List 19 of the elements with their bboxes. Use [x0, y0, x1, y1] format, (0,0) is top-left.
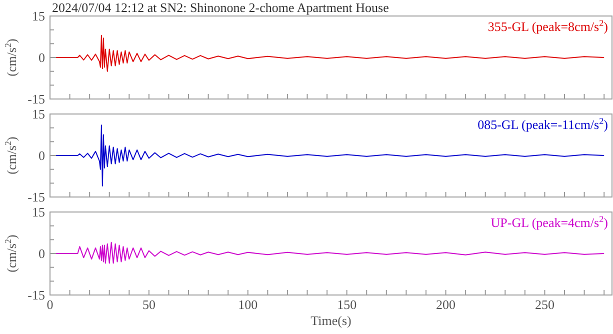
x-axis-title: Time(s) — [310, 313, 352, 328]
series-label: UP-GL (peak=4cm/s$^{2}$) — [490, 214, 608, 230]
x-tick-label: 200 — [436, 297, 456, 312]
chart-title: 2024/07/04 12:12 at SN2: Shinonone 2-chome Apartment House — [52, 0, 390, 15]
y-tick-label: -15 — [28, 190, 45, 205]
x-tick-label: 150 — [337, 297, 357, 312]
x-tick-label: 250 — [534, 297, 554, 312]
y-tick-label: 0 — [38, 246, 45, 262]
y-tick-label: -15 — [28, 288, 45, 303]
x-tick-label: 50 — [142, 297, 156, 312]
y-tick-label: 0 — [38, 148, 45, 164]
y-tick-label: 15 — [32, 8, 45, 24]
y-tick-label: 15 — [32, 106, 45, 122]
y-tick-label: 15 — [32, 204, 45, 220]
y-tick-label: -15 — [28, 92, 45, 107]
y-tick-label: 0 — [38, 50, 45, 66]
x-tick-label: 100 — [238, 297, 258, 312]
series-label: 355-GL (peak=8cm/s$^{2}$) — [488, 18, 608, 34]
series-label: 085-GL (peak=-11cm/s$^{2}$) — [478, 116, 608, 132]
